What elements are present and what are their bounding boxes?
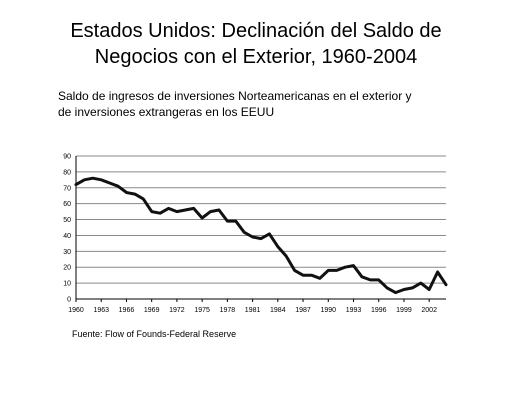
y-tick-labels: 0 10 20 30 40 50 60 70 80 90 xyxy=(63,154,71,304)
x-tick-label-1966: 1966 xyxy=(119,307,135,314)
x-tick-labels: 1960 1963 1966 1969 1972 1975 1978 1981 1984 1987… xyxy=(68,307,437,314)
data-point-1990 xyxy=(327,269,330,272)
source-note: Fuente: Flow of Founds-Federal Reserve xyxy=(72,329,237,339)
data-point-1998 xyxy=(394,291,397,294)
series-line xyxy=(74,176,448,295)
data-point-1999 xyxy=(402,288,405,291)
chart-subtitle-line-2: de inversiones extrangeras en los EEUU xyxy=(58,105,275,119)
data-point-1961 xyxy=(83,178,86,181)
data-point-1970 xyxy=(159,212,162,215)
data-point-1975 xyxy=(201,216,204,219)
data-point-1995 xyxy=(369,278,372,281)
axes xyxy=(75,156,446,302)
data-point-1997 xyxy=(386,286,389,289)
x-tick-label-1984: 1984 xyxy=(270,307,286,314)
data-point-2002 xyxy=(428,288,431,291)
data-point-1967 xyxy=(133,193,136,196)
data-point-1982 xyxy=(260,237,263,240)
data-point-1983 xyxy=(268,232,271,235)
slide-title: Estados Unidos: Declinación del Saldo de… xyxy=(0,18,512,70)
x-tick-label-1993: 1993 xyxy=(346,307,362,314)
data-point-1974 xyxy=(192,207,195,210)
data-point-1987 xyxy=(302,274,305,277)
data-point-1977 xyxy=(217,209,220,212)
y-tick-label-60: 60 xyxy=(63,201,71,208)
y-tick-label-70: 70 xyxy=(63,185,71,192)
x-tick-label-1975: 1975 xyxy=(194,307,210,314)
data-point-1984 xyxy=(276,245,279,248)
data-point-1971 xyxy=(167,207,170,210)
x-tick-label-1969: 1969 xyxy=(144,307,160,314)
x-tick-label-2002: 2002 xyxy=(421,307,437,314)
data-point-1986 xyxy=(293,269,296,272)
y-tick-label-0: 0 xyxy=(67,297,71,304)
data-point-1962 xyxy=(91,177,94,180)
data-point-2000 xyxy=(411,286,414,289)
x-tick-label-1990: 1990 xyxy=(320,307,336,314)
data-point-1969 xyxy=(150,210,153,213)
data-point-1979 xyxy=(234,220,237,223)
y-tick-label-50: 50 xyxy=(63,217,71,224)
x-tick-label-1987: 1987 xyxy=(295,307,311,314)
y-tick-label-10: 10 xyxy=(63,281,71,288)
data-point-1968 xyxy=(142,197,145,200)
x-tick-label-1972: 1972 xyxy=(169,307,185,314)
data-point-1960 xyxy=(75,183,78,186)
gridlines xyxy=(76,155,446,284)
chart-subtitle-line-1: Saldo de ingresos de inversiones Norteam… xyxy=(58,89,412,103)
data-point-1988 xyxy=(310,274,313,277)
data-point-2003 xyxy=(436,270,439,273)
y-tick-label-80: 80 xyxy=(63,169,71,176)
data-point-1985 xyxy=(285,255,288,258)
data-point-1973 xyxy=(184,209,187,212)
data-point-1964 xyxy=(108,182,111,185)
y-tick-label-30: 30 xyxy=(63,249,71,256)
chart-subtitle: Saldo de ingresos de inversiones Norteam… xyxy=(58,88,498,120)
data-point-1991 xyxy=(335,269,338,272)
x-tick-label-1960: 1960 xyxy=(68,307,84,314)
data-point-1989 xyxy=(318,277,321,280)
y-tick-label-90: 90 xyxy=(63,154,71,161)
data-point-1980 xyxy=(243,231,246,234)
y-tick-label-20: 20 xyxy=(63,265,71,272)
slide-title-line-2: Negocios con el Exterior, 1960-2004 xyxy=(94,46,418,68)
data-point-1963 xyxy=(100,178,103,181)
data-point-1992 xyxy=(344,266,347,269)
data-point-1976 xyxy=(209,210,212,213)
y-tick-label-40: 40 xyxy=(63,233,71,240)
data-point-1978 xyxy=(226,220,229,223)
data-point-2004 xyxy=(445,283,448,286)
data-point-1993 xyxy=(352,264,355,267)
data-point-1972 xyxy=(175,210,178,213)
x-tick-label-1999: 1999 xyxy=(396,307,412,314)
data-point-1996 xyxy=(377,278,380,281)
data-point-1965 xyxy=(117,185,120,188)
data-point-1966 xyxy=(125,191,128,194)
series xyxy=(74,176,448,295)
slide-title-line-1: Estados Unidos: Declinación del Saldo de xyxy=(70,20,442,42)
x-tick-label-1996: 1996 xyxy=(371,307,387,314)
data-point-1981 xyxy=(251,236,254,239)
x-tick-label-1963: 1963 xyxy=(93,307,109,314)
data-point-1994 xyxy=(360,275,363,278)
x-tick-label-1981: 1981 xyxy=(245,307,261,314)
data-point-2001 xyxy=(419,282,422,285)
x-tick-label-1978: 1978 xyxy=(220,307,236,314)
